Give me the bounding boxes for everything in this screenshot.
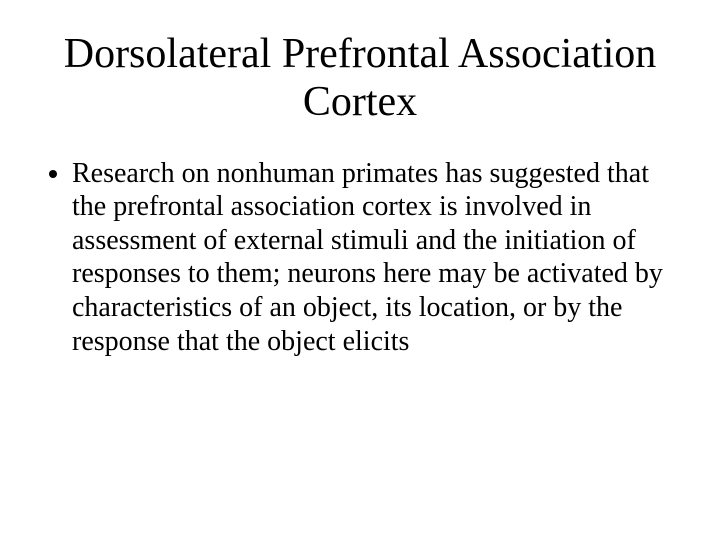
bullet-item: Research on nonhuman primates has sugges… [72,157,680,359]
slide: Dorsolateral Prefrontal Association Cort… [0,0,720,540]
slide-body: Research on nonhuman primates has sugges… [40,157,680,359]
bullet-list: Research on nonhuman primates has sugges… [40,157,680,359]
slide-title: Dorsolateral Prefrontal Association Cort… [40,30,680,127]
